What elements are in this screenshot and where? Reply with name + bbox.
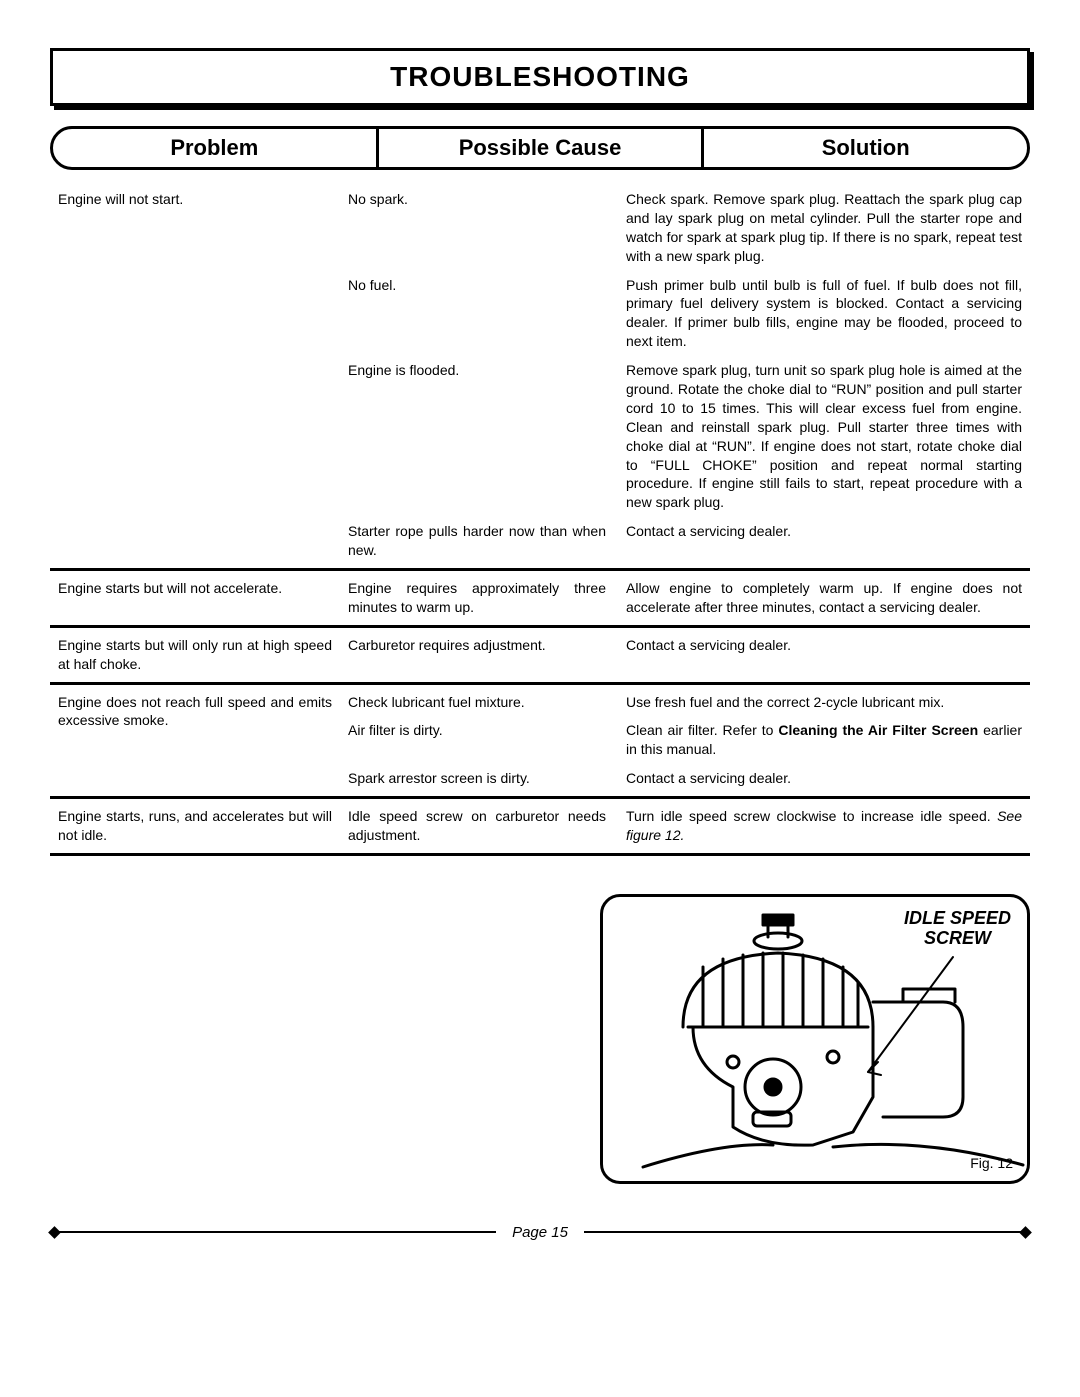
cause-cell: No fuel. [340,276,618,352]
cause-cell: Engine is flooded. [340,361,618,512]
problem-cell: Engine starts but will not accelerate. [50,579,340,617]
cause-cell: Spark arrestor screen is dirty. [340,769,618,788]
solution-cell: Allow engine to completely warm up. If e… [618,579,1030,617]
cause-solution-row: Engine is flooded.Remove spark plug, tur… [340,361,1030,512]
cause-solution-row: Idle speed screw on carburetor needs adj… [340,807,1030,845]
solution-cell: Use fresh fuel and the correct 2-cycle l… [618,693,1030,712]
table-row: Engine starts but will not accelerate.En… [50,571,1030,628]
figure-container: IDLE SPEED SCREW Fig. 12 [50,894,1030,1184]
solution-cell: Check spark. Remove spark plug. Reattach… [618,190,1030,266]
diamond-icon [48,1226,61,1239]
header-solution: Solution [704,129,1027,167]
solution-cell: Push primer bulb until bulb is full of f… [618,276,1030,352]
cause-solution-row: Spark arrestor screen is dirty.Contact a… [340,769,1030,788]
cause-cell: Check lubricant fuel mixture. [340,693,618,712]
cause-solution-row: Check lubricant fuel mixture.Use fresh f… [340,693,1030,712]
header-cause: Possible Cause [379,129,705,167]
cause-cell: Carburetor requires adjustment. [340,636,618,655]
table-header: Problem Possible Cause Solution [50,126,1030,170]
solution-cell: Contact a servicing dealer. [618,769,1030,788]
cause-solution-group: Engine requires approximately three minu… [340,579,1030,617]
table-row: Engine starts but will only run at high … [50,628,1030,685]
idle-speed-screw-label: IDLE SPEED SCREW [904,909,1011,949]
figure-12: IDLE SPEED SCREW Fig. 12 [600,894,1030,1184]
cause-cell: Idle speed screw on carburetor needs adj… [340,807,618,845]
problem-cell: Engine starts but will only run at high … [50,636,340,674]
figure-caption: Fig. 12 [970,1155,1013,1171]
cause-solution-group: Idle speed screw on carburetor needs adj… [340,807,1030,845]
problem-cell: Engine does not reach full speed and emi… [50,693,340,789]
page-footer: Page 15 [50,1224,1030,1241]
cause-cell: Starter rope pulls harder now than when … [340,522,618,560]
cause-solution-row: Starter rope pulls harder now than when … [340,522,1030,560]
cause-solution-row: Carburetor requires adjustment.Contact a… [340,636,1030,655]
cause-solution-row: No fuel.Push primer bulb until bulb is f… [340,276,1030,352]
cause-solution-row: Engine requires approximately three minu… [340,579,1030,617]
table-row: Engine starts, runs, and accelerates but… [50,799,1030,856]
problem-cell: Engine starts, runs, and accelerates but… [50,807,340,845]
cause-solution-group: Carburetor requires adjustment.Contact a… [340,636,1030,674]
solution-cell: Remove spark plug, turn unit so spark pl… [618,361,1030,512]
page-title: TROUBLESHOOTING [50,48,1030,106]
footer-rule-right [584,1228,1030,1237]
solution-cell: Clean air filter. Refer to Cleaning the … [618,721,1030,759]
header-problem: Problem [53,129,379,167]
troubleshooting-table: Engine will not start.No spark.Check spa… [50,182,1030,856]
cause-solution-row: Air filter is dirty.Clean air filter. Re… [340,721,1030,759]
solution-cell: Contact a servicing dealer. [618,522,1030,560]
footer-rule-left [50,1228,496,1237]
problem-cell: Engine will not start. [50,190,340,560]
diamond-icon [1019,1226,1032,1239]
cause-cell: Engine requires approximately three minu… [340,579,618,617]
cause-solution-group: No spark.Check spark. Remove spark plug.… [340,190,1030,560]
solution-cell: Contact a servicing dealer. [618,636,1030,655]
cause-cell: No spark. [340,190,618,266]
solution-cell: Turn idle speed screw clockwise to incre… [618,807,1030,845]
cause-solution-row: No spark.Check spark. Remove spark plug.… [340,190,1030,266]
cause-solution-group: Check lubricant fuel mixture.Use fresh f… [340,693,1030,789]
table-row: Engine does not reach full speed and emi… [50,685,1030,800]
table-row: Engine will not start.No spark.Check spa… [50,182,1030,571]
cause-cell: Air filter is dirty. [340,721,618,759]
page-number: Page 15 [512,1224,568,1241]
